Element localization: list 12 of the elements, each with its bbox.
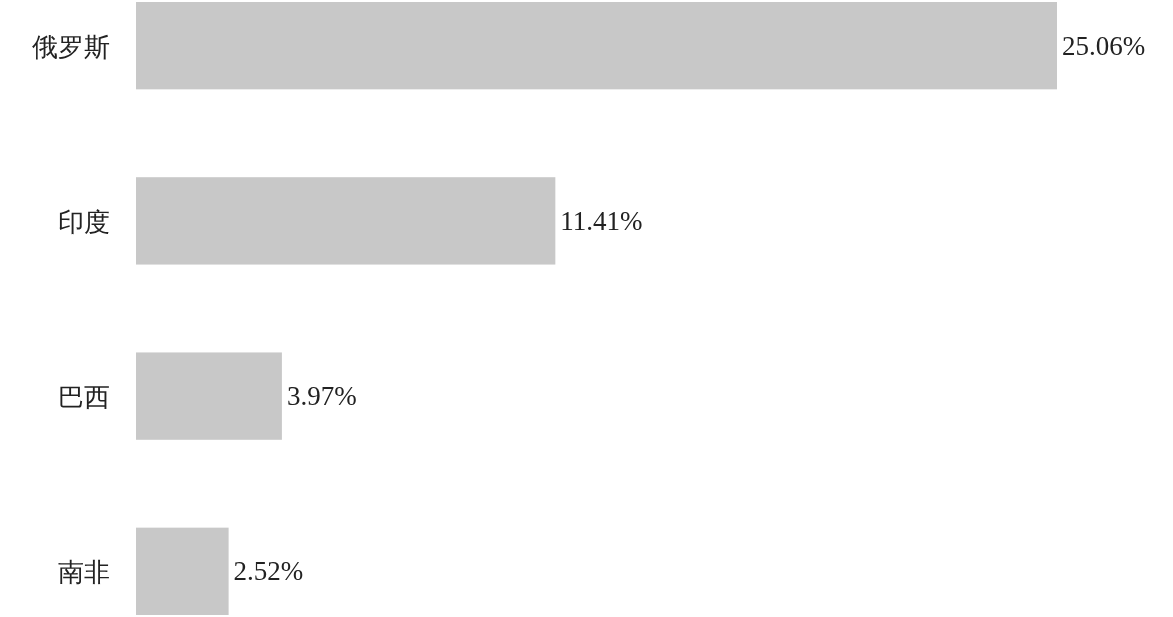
bar — [136, 177, 556, 265]
data-label: 2.52% — [233, 556, 304, 587]
y-tick-label: 巴西 — [58, 382, 110, 413]
data-label: 3.97% — [286, 381, 357, 412]
data-label: 11.41% — [560, 205, 643, 236]
y-tick-label: 南非 — [58, 557, 110, 588]
y-tick-label: 俄罗斯 — [32, 31, 110, 62]
bar — [136, 527, 229, 615]
bar — [136, 2, 1057, 90]
data-label: 25.06% — [1062, 30, 1146, 61]
y-tick-label: 印度 — [58, 206, 110, 237]
bar — [136, 352, 282, 440]
